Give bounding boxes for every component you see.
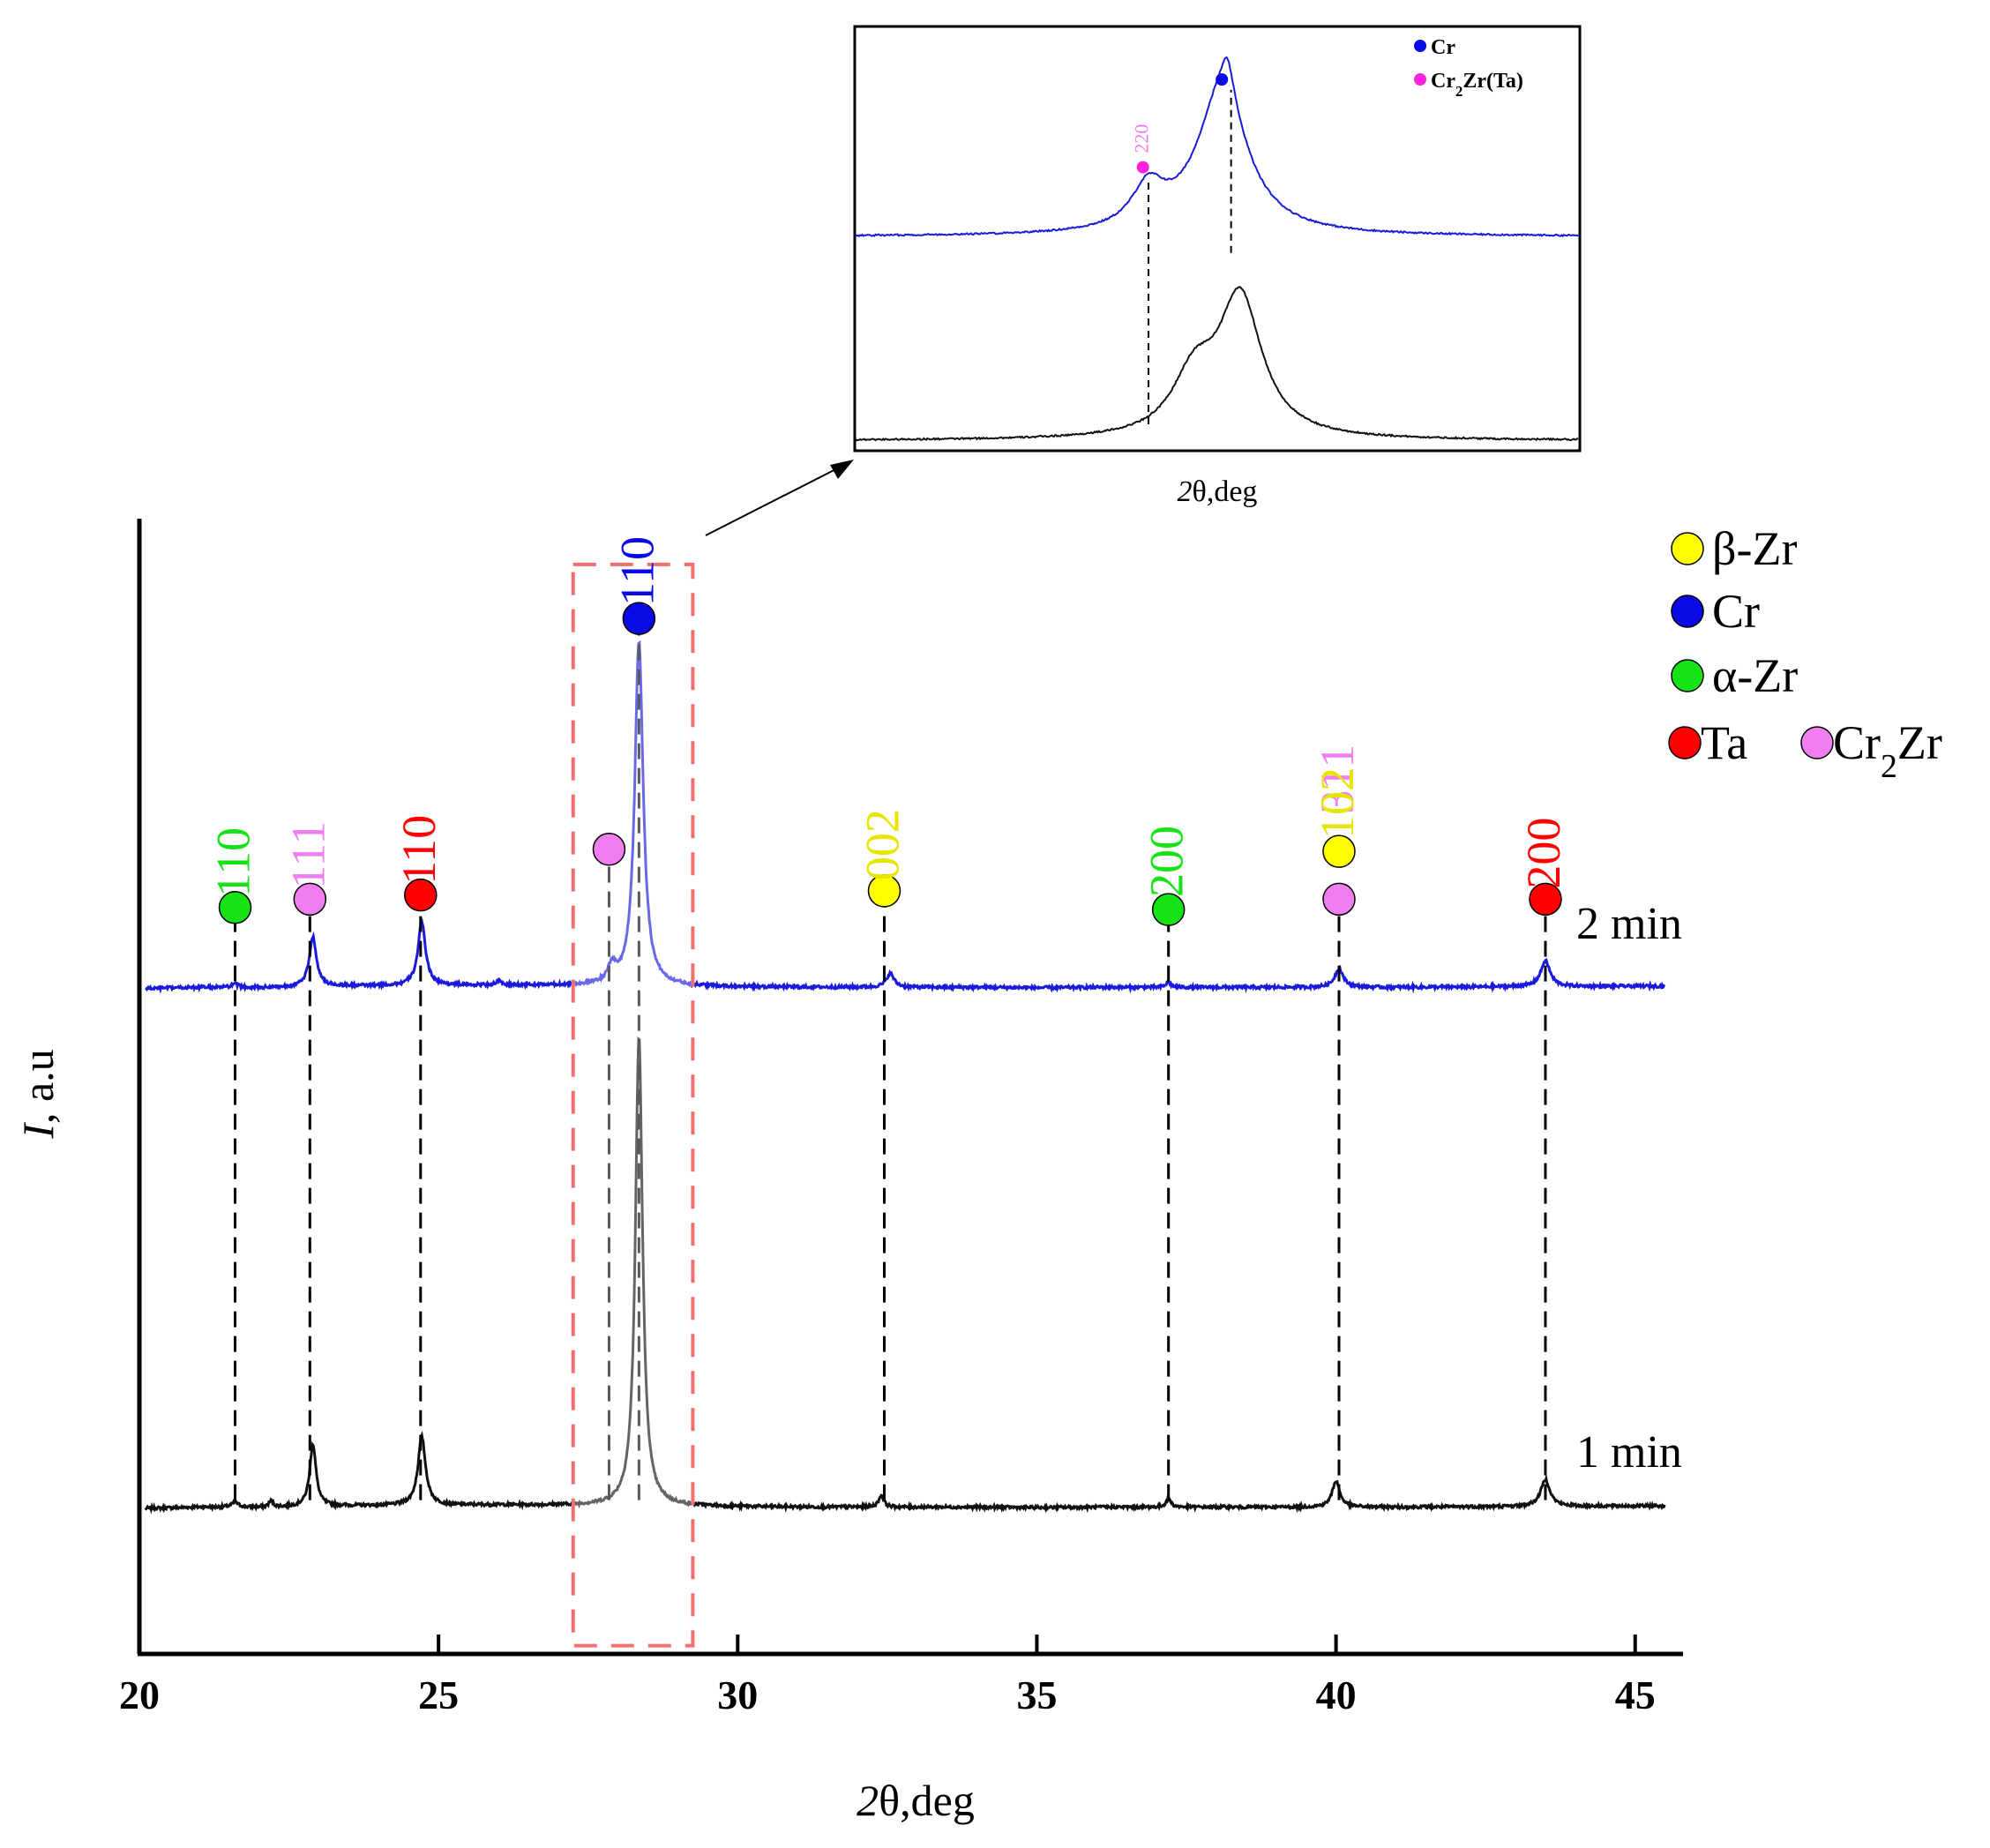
hkl-label: 110 [610, 536, 663, 606]
hkl-label: 110 [207, 827, 260, 897]
x-tick-label: 45 [1615, 1672, 1656, 1717]
x-tick-label: 25 [418, 1672, 459, 1717]
legend-label: Cr2Zr [1833, 716, 1942, 785]
x-axis-title: 2θ,deg [857, 1776, 975, 1825]
peak-marker [1529, 882, 1562, 917]
hkl-label: 200 [1141, 826, 1193, 897]
peak-marker [1322, 834, 1356, 868]
peak-marker [592, 833, 626, 866]
hkl-label: 110 [393, 815, 445, 885]
x-tick-label: 40 [1316, 1672, 1357, 1717]
x-tick-label: 30 [717, 1672, 758, 1717]
hkl-label: 311 [1311, 744, 1364, 814]
legend-marker [1671, 659, 1704, 692]
main-legend: β-Zr Cr α-Zr Ta Cr2Zr [1668, 522, 1942, 785]
x-tick-label: 35 [1016, 1672, 1057, 1717]
series-line [144, 1036, 1666, 1515]
y-axis-title-rest: , a.u [13, 1049, 63, 1124]
series-label: 1 min [1576, 1427, 1682, 1478]
inset-legend-marker [1414, 73, 1426, 86]
zoom-arrow-head [830, 460, 854, 479]
peak-marker [1151, 893, 1186, 926]
hkl-label: 002 [856, 809, 909, 880]
series-line [145, 640, 1666, 995]
inset-x-axis-title-rest: θ,deg [1193, 475, 1258, 508]
peak-marker [293, 882, 327, 917]
inset-legend-label: Cr [1431, 36, 1455, 59]
main-axes: 20 25 30 35 40 45 [119, 519, 1683, 1717]
zoom-arrow [705, 460, 852, 536]
series-label: 2 min [1576, 899, 1682, 949]
subscript: 2 [1455, 83, 1463, 100]
x-axis-title-rest: θ,deg [879, 1776, 975, 1825]
peak-marker [867, 874, 901, 908]
inset-hkl-label: 220 [1131, 124, 1153, 153]
legend-label: β-Zr [1712, 522, 1797, 575]
highlight-box-shade [572, 564, 693, 1646]
inset-peak-marker [1136, 161, 1149, 174]
y-axis-title-italic: I [13, 1122, 63, 1140]
inset-x-axis-title-italic: 2 [1178, 475, 1193, 508]
y-axis-title: I, a.u [13, 1049, 63, 1139]
highlight-box [571, 562, 695, 1648]
legend-marker [1668, 726, 1702, 759]
legend-label: Ta [1701, 716, 1747, 769]
peak-marker [1322, 882, 1356, 917]
subscript: 2 [1881, 748, 1897, 785]
hkl-label: 102 [1311, 767, 1364, 839]
hkl-label: 200 [1517, 818, 1570, 889]
inset-frame [853, 25, 1582, 453]
x-axis-title-italic: 2 [857, 1776, 879, 1825]
x-tick-label: 20 [119, 1672, 160, 1717]
inset-peak-marker [1216, 73, 1229, 86]
legend-marker [1800, 726, 1834, 759]
inset-series-line [855, 286, 1579, 442]
peak-marker [404, 878, 438, 912]
hkl-label: 111 [281, 821, 334, 889]
peak-marker [622, 602, 656, 635]
legend-marker [1671, 532, 1704, 565]
legend-marker [1671, 595, 1704, 628]
legend-label: α-Zr [1712, 649, 1798, 702]
inset-x-axis-title: 2θ,deg [1178, 475, 1258, 508]
legend-label: Cr [1712, 585, 1760, 638]
peak-marker [218, 891, 252, 924]
inset-legend-marker [1414, 40, 1426, 52]
